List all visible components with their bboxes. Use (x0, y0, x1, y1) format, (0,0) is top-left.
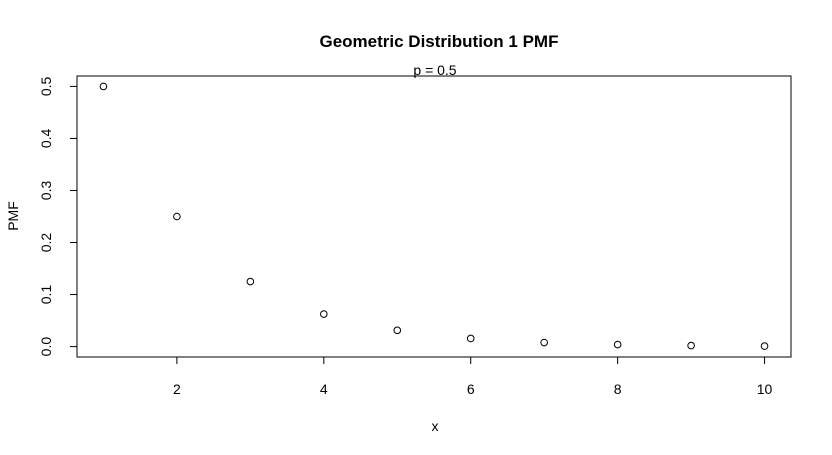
data-points (99, 82, 769, 350)
data-point (393, 326, 402, 335)
data-point (466, 334, 475, 343)
x-tick-label: 6 (467, 381, 475, 397)
y-tick-label: 0.3 (38, 181, 54, 201)
data-point (173, 212, 181, 221)
data-point (246, 277, 255, 286)
x-tick-label: 2 (173, 381, 181, 397)
data-point (99, 82, 108, 91)
y-tick-label: 0.0 (38, 337, 54, 357)
data-point (613, 340, 622, 349)
x-tick-label: 4 (320, 381, 328, 397)
data-point (687, 341, 695, 350)
chart-subtitle: p = 0.5 (413, 62, 456, 78)
x-axis: 2 4 6 8 10 (173, 356, 773, 397)
data-point (540, 338, 548, 347)
x-tick-label: 8 (614, 381, 622, 397)
y-tick-label: 0.4 (38, 129, 54, 149)
chart-title: Geometric Distribution 1 PMF (320, 32, 559, 51)
data-point (320, 310, 328, 318)
y-axis-label: PMF (5, 201, 21, 231)
y-tick-label: 0.2 (38, 233, 54, 253)
y-axis: 0.0 0.1 0.2 0.3 0.4 0.5 (38, 76, 78, 357)
x-tick-label: 10 (757, 381, 773, 397)
x-axis-label: x (432, 418, 439, 434)
y-tick-label: 0.1 (38, 285, 54, 305)
data-point (760, 342, 769, 350)
plot-frame (76, 75, 792, 358)
y-tick-label: 0.5 (38, 76, 54, 96)
